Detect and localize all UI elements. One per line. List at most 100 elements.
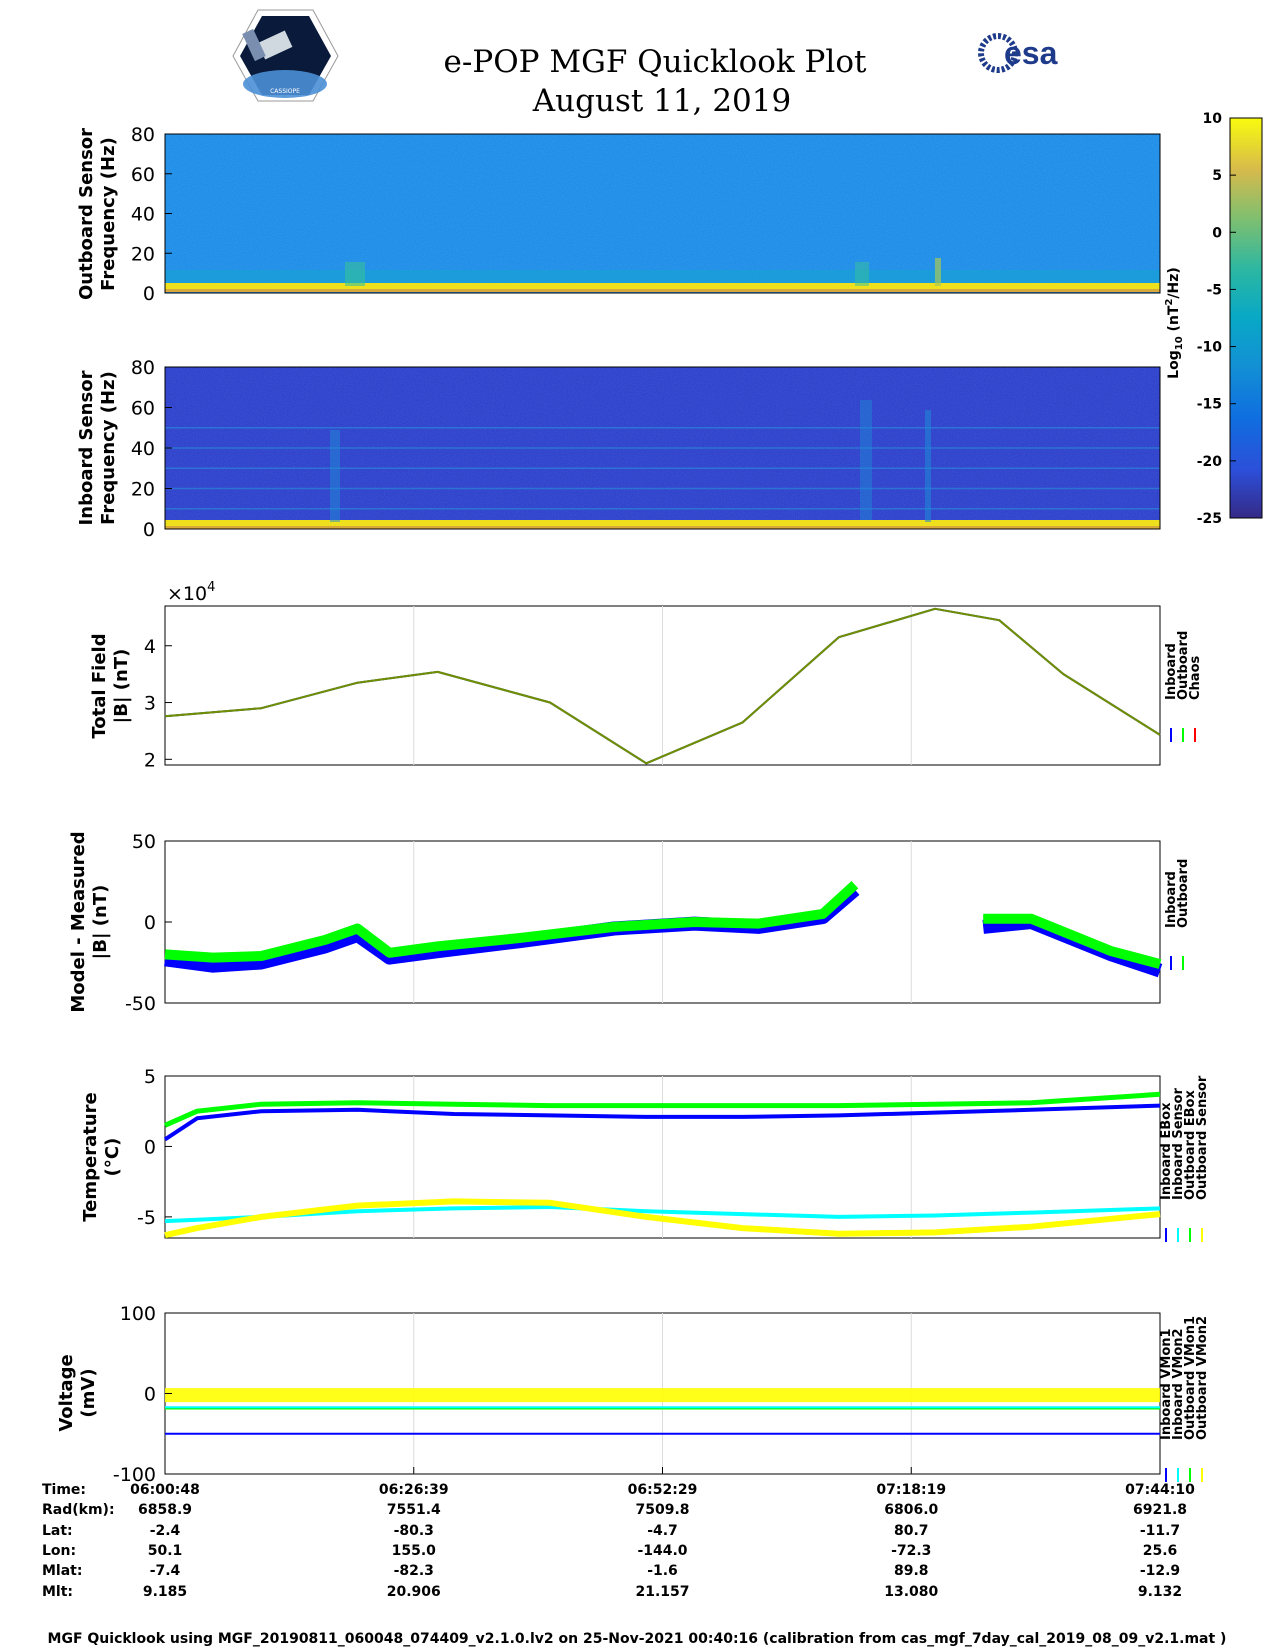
temperature-outboard-sensor-line [164,1198,1161,1239]
total-field-ytick-label: 3 [144,693,156,715]
temperature-panel: 5 0 -5 Temperature (°C) Inboard EBoxInboar… [80,1066,1210,1242]
inboard-ytick-label: 20 [131,479,155,501]
orbit-cell: -2.4 [150,1523,181,1539]
orbit-cell: -11.7 [1140,1523,1180,1539]
orbit-cell: 25.6 [1143,1543,1178,1559]
outboard-spectrogram-panel: 80 60 40 20 0 Outboard Sensor Frequency (Hz) [76,124,1161,305]
orbit-cell: 06:52:29 [628,1482,698,1498]
voltage-ytick-label: 100 [120,1303,156,1325]
temperature-ytick-label: -5 [137,1207,156,1229]
colorbar-tick-label: -15 [1197,397,1222,413]
orbit-cell: 80.7 [894,1523,929,1539]
temperature-legend-label: Outboard Sensor [1195,1075,1210,1200]
model-measured-ylabel1: Model - Measured [68,831,89,1012]
voltage-legend-label: Outboard VMon1 [1183,1316,1198,1440]
orbit-cell: -144.0 [637,1543,687,1559]
title-line2: August 11, 2019 [532,83,791,119]
colorbar: 10 5 0 -5 -10 -15 -20 -25 Log10 (nT2/Hz) [1164,111,1263,527]
voltage-ytick-label: 0 [144,1384,156,1406]
outboard-ylabel2: Frequency (Hz) [98,137,119,291]
orbit-cell: 20.906 [387,1584,441,1600]
orbit-cell: 6921.8 [1133,1502,1187,1518]
orbit-row-label: Time: [42,1482,86,1498]
orbit-cell: 155.0 [392,1543,437,1559]
outboard-low-frequency-band [165,283,1160,289]
outboard-ytick-label: 40 [131,204,155,226]
temperature-ylabel2: (°C) [102,1138,123,1177]
colorbar-gradient [1229,117,1263,519]
temperature-legend-label: Inboard Sensor [1171,1088,1186,1200]
total-field-panel: ×104 4 3 2 Total Field |B| (nT) InboardOut… [89,580,1203,771]
orbit-row-label: Lon: [42,1543,76,1559]
model-measured-outboard-line [983,913,1162,969]
temperature-ytick-label: 0 [144,1136,156,1158]
orbit-cell: -12.9 [1140,1563,1180,1579]
total-field-ytick-label: 4 [144,636,156,658]
inboard-spectrogram-panel: 80 60 40 20 0 Inboard Sensor Frequency (Hz) [76,357,1161,541]
orbit-cell: -4.7 [647,1523,678,1539]
esa-logo-text: esa [1004,35,1058,71]
colorbar-tick-label: 5 [1212,168,1222,184]
colorbar-tick-label: 10 [1203,111,1223,127]
esa-logo: esa [978,33,1058,73]
model-measured-panel: 50 0 -50 Model - Measured |B| (nT) Inboard… [68,831,1191,1015]
voltage-ylabel2: (mV) [78,1368,99,1417]
inboard-ytick-label: 80 [131,357,155,379]
orbit-row-label: Mlt: [42,1584,73,1600]
voltage-panel: 100 0 -100 Voltage (mV) Inboard VMon1Inboa… [56,1303,1210,1486]
temperature-legend-label: Inboard EBox [1159,1102,1174,1200]
orbit-cell: -82.3 [394,1563,434,1579]
outboard-spectrogram-noise [165,134,1160,293]
voltage-legend-label: Inboard VMon1 [1159,1328,1174,1440]
voltage-ytick-label: -100 [113,1464,156,1486]
temperature-outboard-ebox-line [163,1091,1161,1128]
total-field-legend-label: Chaos [1188,656,1203,700]
inboard-ylabel2: Frequency (Hz) [98,371,119,525]
model-measured-ytick-label: 50 [132,831,156,853]
orbit-table: Time: Rad(km): Lat: Lon: Mlat: Mlt: 06:00:48 68… [42,1467,1195,1600]
total-field-legend-label: Inboard [1164,643,1179,700]
inboard-ytick-label: 60 [131,398,155,420]
voltage-ylabel1: Voltage [56,1354,77,1431]
temperature-legend-label: Outboard EBox [1183,1090,1198,1200]
temperature-inboard-ebox-line [163,1103,1161,1142]
footer-text: MGF Quicklook using MGF_20190811_060048_… [48,1631,1227,1647]
outboard-ytick-label: 0 [143,283,155,305]
orbit-row-label: Mlat: [42,1563,82,1579]
orbit-cell: 21.157 [635,1584,689,1600]
model-measured-ytick-label: -50 [125,993,156,1015]
orbit-cell: 07:44:10 [1125,1482,1195,1498]
voltage-legend-label: Inboard VMon2 [1171,1328,1186,1440]
model-measured-legend-label: Outboard [1176,859,1191,928]
total-field-legend-label: Outboard [1176,631,1191,700]
inboard-ylabel1: Inboard Sensor [76,370,97,525]
total-field-exponent: ×104 [167,580,215,605]
outboard-ytick-label: 60 [131,164,155,186]
temperature-ytick-label: 5 [144,1066,156,1088]
orbit-cell: 6806.0 [884,1502,938,1518]
inboard-ytick-label: 0 [143,519,155,541]
total-field-chaos-line [164,607,1161,765]
cassiope-logo: CASSIOPE [232,9,339,102]
orbit-row-label: Rad(km): [42,1502,115,1518]
colorbar-tick-label: -10 [1197,340,1223,356]
model-measured-ytick-label: 0 [144,912,156,934]
orbit-cell: 06:00:48 [130,1482,200,1498]
colorbar-tick-label: 0 [1212,225,1222,241]
orbit-row-label: Lat: [42,1523,73,1539]
orbit-cell: 7509.8 [635,1502,689,1518]
model-measured-ylabel2: |B| (nT) [90,885,111,960]
total-field-ylabel2: |B| (nT) [111,649,132,724]
orbit-cell: -72.3 [891,1543,931,1559]
temperature-ylabel1: Temperature [80,1092,101,1221]
inboard-ytick-label: 40 [131,438,155,460]
outboard-ylabel1: Outboard Sensor [76,128,97,300]
colorbar-tick-label: -25 [1197,511,1222,527]
orbit-cell: -1.6 [647,1563,678,1579]
orbit-cell: 6858.9 [138,1502,192,1518]
